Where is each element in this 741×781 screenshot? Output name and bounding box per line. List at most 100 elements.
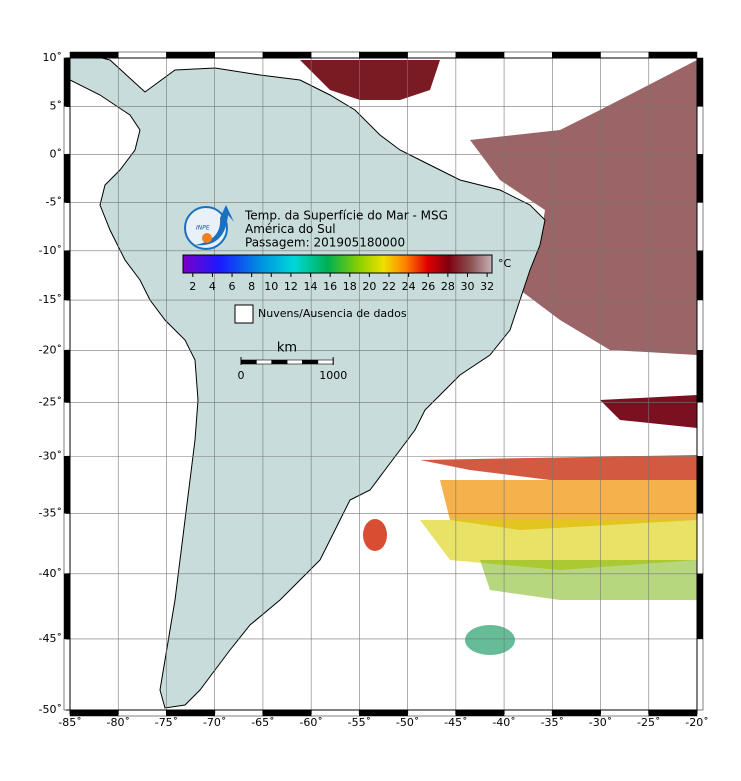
y-tick-label: -20˚ — [39, 343, 62, 356]
frame-segment — [63, 638, 71, 711]
x-tick-label: -30˚ — [589, 716, 612, 729]
sst-patch — [480, 560, 697, 600]
sst-patch — [420, 520, 697, 570]
logo-dot — [202, 233, 212, 243]
frame-segment — [214, 51, 264, 59]
frame-segment — [696, 57, 704, 107]
frame-segment — [648, 51, 698, 59]
frame-segment — [696, 250, 704, 301]
title-block: Temp. da Superfície do Mar - MSGAmérica … — [244, 209, 448, 250]
scale-tick-label: 1000 — [319, 369, 347, 382]
colorbar-gradient — [182, 254, 493, 274]
frame-border — [69, 57, 698, 711]
frame-segment — [63, 106, 71, 155]
sst-patch — [420, 455, 697, 480]
colorbar-tick-label: 6 — [229, 280, 236, 293]
sst-patch — [363, 519, 387, 551]
sst-patch — [300, 60, 440, 100]
colorbar-tick-label: 2 — [189, 280, 196, 293]
frame-segment — [310, 51, 360, 59]
x-tick-label: -25˚ — [637, 716, 660, 729]
colorbar-unit: °C — [498, 257, 512, 270]
y-tick-label: -50˚ — [39, 703, 62, 716]
x-tick-label: -35˚ — [541, 716, 564, 729]
frame-segment — [696, 154, 704, 203]
x-tick-label: -50˚ — [396, 716, 419, 729]
colorbar-tick-label: 16 — [323, 280, 337, 293]
frame-segment — [600, 51, 650, 59]
colorbar-tick-label: 32 — [480, 280, 494, 293]
colorbar-tick-label: 26 — [421, 280, 435, 293]
colorbar: °C 2 4 6 8 10 12 14 16 18 20 22 24 26 28 30 32 — [182, 254, 512, 293]
title-line: América do Sul — [245, 222, 336, 236]
colorbar-tick-label: 8 — [248, 280, 255, 293]
scale-segment — [256, 359, 273, 365]
x-tick-label: -70˚ — [203, 716, 226, 729]
colorbar-tick-label: 18 — [343, 280, 357, 293]
y-tick-label: -45˚ — [39, 632, 62, 645]
frame-segment — [63, 154, 71, 203]
legend-label: Nuvens/Ausencia de dados — [258, 307, 407, 320]
title-line: Temp. da Superfície do Mar - MSG — [244, 209, 448, 223]
sst-field — [300, 60, 697, 655]
frame-segment — [696, 299, 704, 351]
x-tick-label: -60˚ — [299, 716, 322, 729]
graticule — [70, 58, 697, 710]
colorbar-tick-label: 24 — [402, 280, 416, 293]
frame-segment — [166, 51, 215, 59]
frame-segment — [63, 456, 71, 514]
scale-segment — [271, 359, 288, 365]
frame-segment — [696, 202, 704, 252]
frame-segment — [696, 573, 704, 640]
frame-segment — [552, 51, 601, 59]
frame-segment — [117, 51, 167, 59]
colorbar-tick-label: 12 — [284, 280, 298, 293]
scale-segment — [302, 359, 319, 365]
frame-segment — [63, 513, 71, 575]
y-tick-label: -10˚ — [39, 244, 62, 257]
frame-segment — [407, 51, 457, 59]
y-tick-label: -5˚ — [46, 195, 62, 208]
frame-segment — [696, 106, 704, 155]
map-area — [70, 58, 697, 710]
frame-segment — [696, 513, 704, 575]
logo: INPE — [184, 205, 234, 250]
y-tick-label: 0˚ — [50, 147, 63, 160]
colorbar-tick-label: 14 — [304, 280, 318, 293]
colorbar-tick-label: 4 — [209, 280, 216, 293]
scale-bar: km 0 1000 — [238, 341, 348, 383]
colorbar-tick-label: 10 — [264, 280, 278, 293]
y-tick-label: -35˚ — [39, 506, 62, 519]
frame-segment — [455, 51, 505, 59]
y-tick-label: -25˚ — [39, 395, 62, 408]
frame-segment — [63, 57, 71, 107]
frame-segment — [696, 638, 704, 711]
x-tick-label: -20˚ — [685, 716, 708, 729]
scale-tick-label: 0 — [238, 369, 245, 382]
x-tick-label: -85˚ — [58, 716, 81, 729]
frame-segment — [63, 202, 71, 252]
y-tick-label: -40˚ — [39, 567, 62, 580]
scale-segment — [286, 359, 303, 365]
frame-segment — [63, 402, 71, 457]
frame-segment — [63, 250, 71, 301]
frame-segment — [696, 350, 704, 403]
colorbar-tick-label: 20 — [362, 280, 376, 293]
axes: -85˚ -80˚ -75˚ -70˚ -65˚ -60˚ -55˚ -50˚ -45˚ -40˚… — [39, 51, 709, 729]
legend: Nuvens/Ausencia de dados — [234, 304, 407, 324]
scale-unit: km — [277, 341, 297, 356]
sst-patch — [465, 625, 515, 655]
x-tick-label: -75˚ — [155, 716, 178, 729]
frame-segment — [262, 51, 312, 59]
legend-swatch — [234, 304, 254, 324]
scale-segment — [240, 359, 257, 365]
colorbar-tick-label: 22 — [382, 280, 396, 293]
x-tick-label: -80˚ — [106, 716, 129, 729]
x-tick-label: -55˚ — [348, 716, 371, 729]
frame-segment — [359, 51, 408, 59]
y-tick-label: 10˚ — [43, 51, 63, 64]
frame-segment — [63, 350, 71, 403]
logo-text: INPE — [196, 225, 210, 232]
y-tick-label: -15˚ — [39, 293, 62, 306]
